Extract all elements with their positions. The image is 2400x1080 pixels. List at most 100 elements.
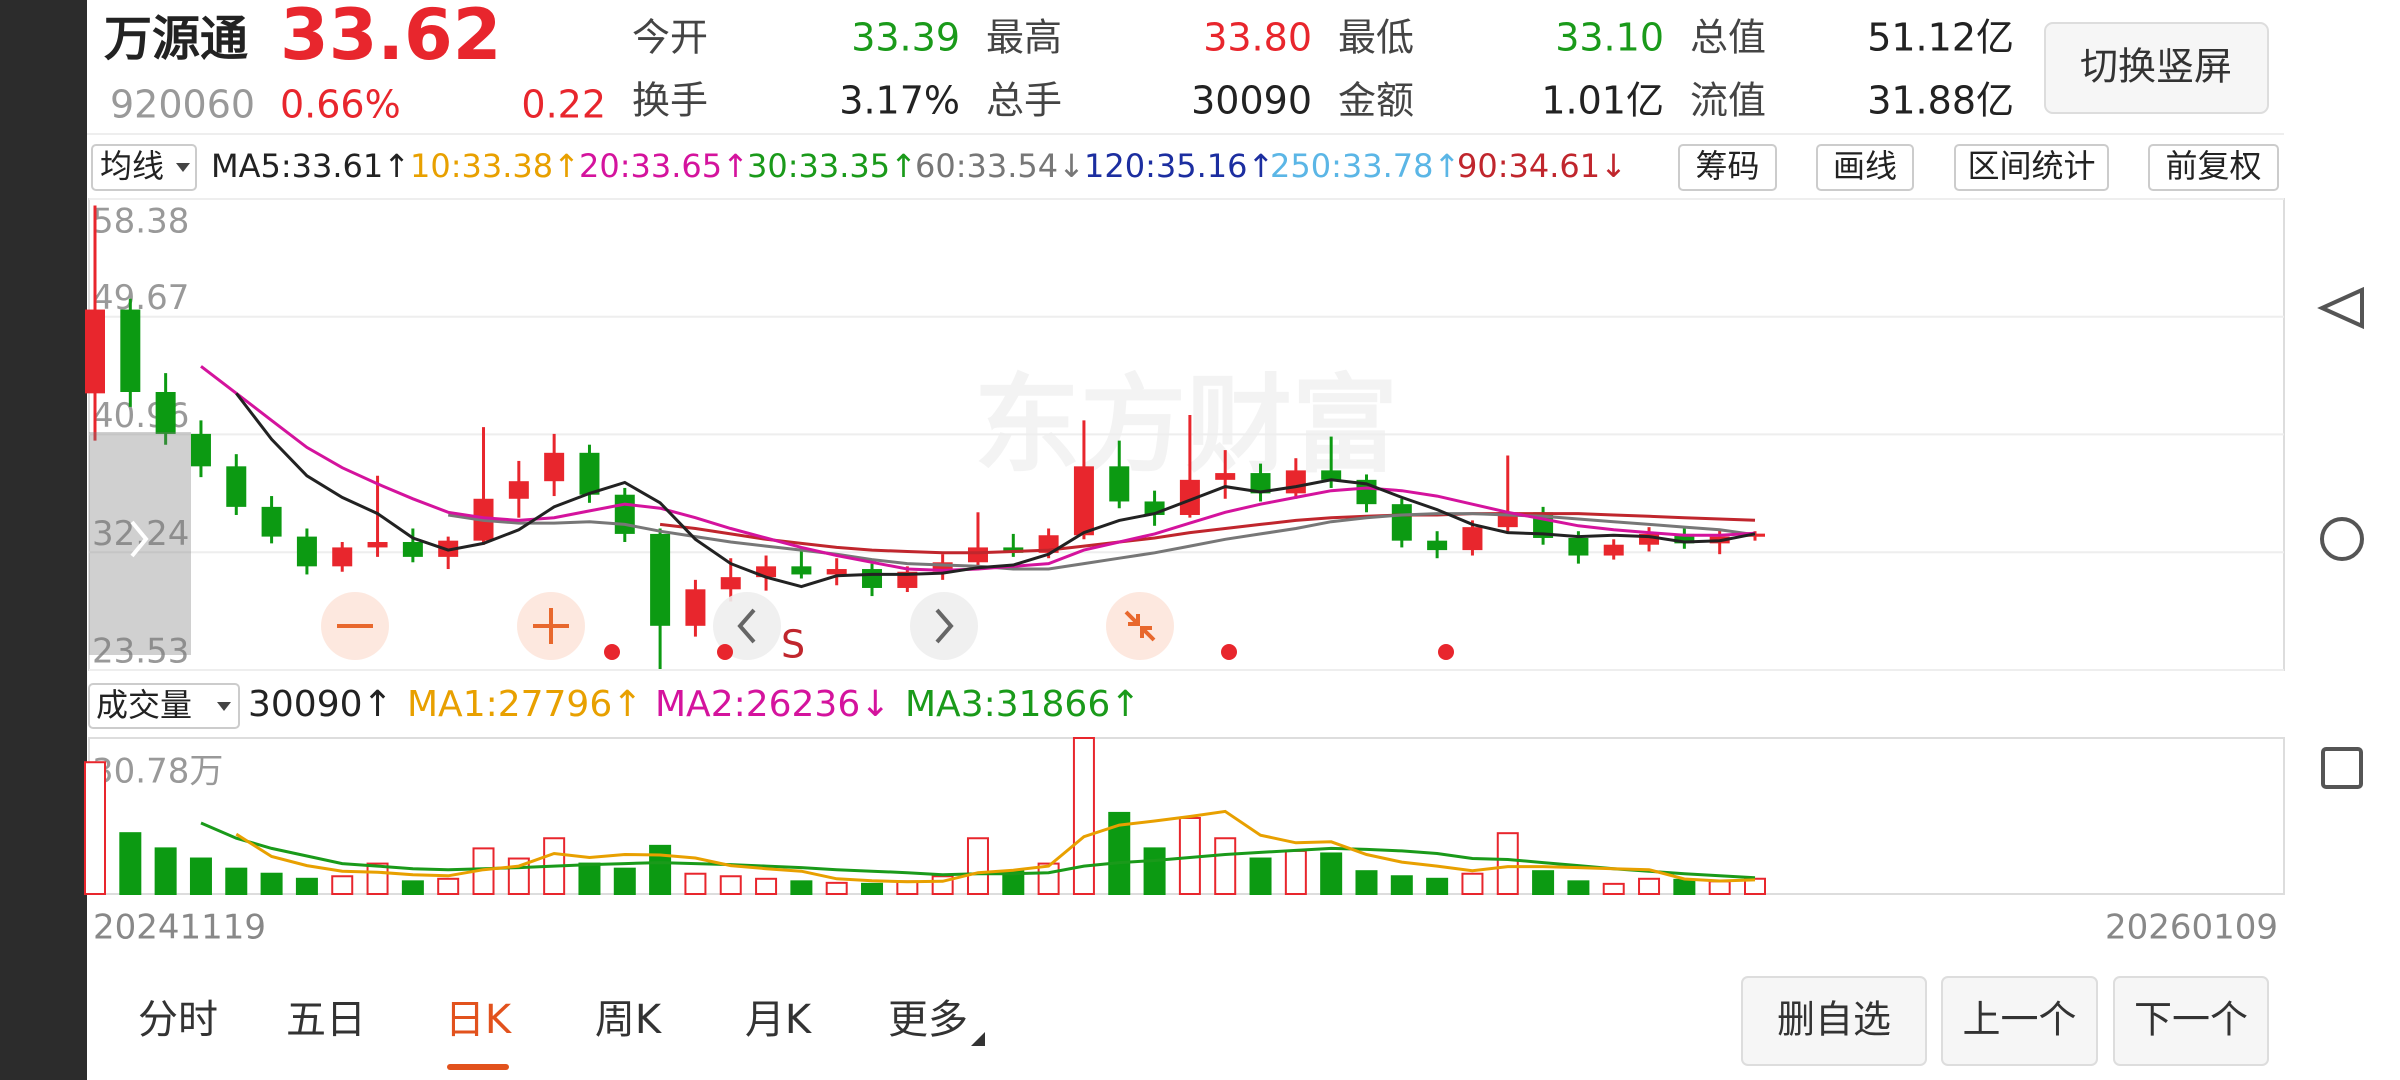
nav-bar [2284, 0, 2400, 1080]
candle-body [720, 577, 741, 590]
ma-line [447, 512, 1756, 571]
candle-body [85, 309, 105, 394]
ma-selector[interactable] [91, 144, 197, 191]
stat-label: 今开 [632, 16, 708, 60]
volume-bar [1108, 811, 1131, 896]
volume-bar [1390, 875, 1413, 896]
change-pct: 0.66% [280, 83, 401, 127]
tab[interactable]: 月K [745, 997, 813, 1043]
volume-legend: MA2:26236↓ [655, 684, 890, 725]
candle-body [1073, 466, 1094, 536]
tool-button[interactable] [2148, 144, 2279, 191]
watermark: 东方财富 [974, 364, 1398, 487]
candle-body [1427, 540, 1448, 551]
ma-legend: MA5:33.61↑ [211, 147, 410, 185]
tool-button[interactable] [1678, 144, 1777, 191]
nav-home[interactable] [2320, 517, 2364, 561]
chart-control[interactable] [910, 592, 978, 660]
chart-control[interactable] [1106, 592, 1174, 660]
stat-value: 33.10 [1555, 16, 1664, 60]
stock-code: 920060 [110, 83, 255, 127]
volume-bar [613, 867, 636, 896]
volume-bar [225, 867, 248, 896]
ma-line [235, 809, 1756, 884]
y-tick-label: 49.67 [92, 278, 189, 318]
candle-body [1250, 473, 1271, 494]
volume-bar [649, 844, 672, 896]
tab[interactable]: 分时 [138, 997, 218, 1043]
volume-bar [189, 857, 212, 895]
stock-price: 33.62 [280, 0, 501, 76]
ma-legend: 30:33.35↑ [747, 147, 917, 185]
candle-body [1179, 479, 1200, 515]
tool-button-label: 区间统计 [1967, 147, 2095, 185]
action-button[interactable] [2113, 976, 2269, 1066]
stat-value: 51.12亿 [1867, 16, 2014, 60]
volume-bar [1461, 872, 1484, 896]
volume-bar [1249, 857, 1272, 895]
y-tick-label: 23.53 [92, 632, 189, 672]
stat-value: 3.17% [839, 79, 960, 123]
chart-control-icon [533, 608, 569, 644]
volume-bar [1602, 882, 1625, 895]
candle-body [685, 589, 706, 626]
candle-body [508, 481, 529, 499]
stat-value: 33.39 [851, 16, 960, 60]
tool-button[interactable] [1816, 144, 1914, 191]
volume-bar [719, 875, 742, 896]
action-button[interactable] [1741, 976, 1927, 1066]
tab[interactable]: 五日 [286, 997, 366, 1043]
dropdown-arrow [176, 163, 190, 172]
candle-body [1391, 504, 1412, 541]
candle-body [826, 569, 847, 575]
stat-value: 33.80 [1203, 16, 1312, 60]
volume-bar [401, 880, 424, 895]
ma-legend: 10:33.38↑ [410, 147, 580, 185]
ma-legend: 90:34.61↓ [1457, 147, 1627, 185]
nav-recent[interactable] [2321, 747, 2363, 789]
tab-underline [447, 1064, 509, 1070]
date-start: 20241119 [93, 908, 266, 948]
volume-bar [861, 882, 884, 895]
volume-bar [684, 872, 707, 896]
chart-control[interactable] [713, 592, 781, 660]
tool-button-label: 筹码 [1695, 147, 1759, 185]
chart-control-icon [737, 608, 756, 644]
volume-bar [1673, 878, 1696, 895]
volume-bar [966, 837, 989, 895]
action-button[interactable] [1941, 976, 2098, 1066]
tool-button[interactable] [1954, 144, 2109, 191]
toggle-button[interactable] [2044, 22, 2269, 114]
ma-legend: 20:33.65↑ [579, 147, 749, 185]
candle-body [932, 562, 953, 572]
stat-label: 总手 [986, 79, 1062, 123]
volume-bar [1744, 877, 1766, 895]
volume-bar [1532, 870, 1555, 896]
stat-label: 流值 [1690, 79, 1766, 123]
candle-body [332, 547, 353, 567]
nav-back[interactable] [2317, 286, 2364, 330]
candle-body [1603, 544, 1624, 556]
candle-body [190, 433, 211, 467]
chart-control-icon [935, 608, 954, 644]
volume-bar [1143, 847, 1166, 896]
signal-dot [604, 644, 620, 660]
volume-bar [366, 862, 389, 895]
volume-bar [1355, 870, 1378, 896]
stat-label: 换手 [632, 79, 708, 123]
candle-body [296, 536, 317, 567]
tab[interactable]: 更多 [888, 997, 968, 1043]
stat-label: 金额 [1338, 79, 1414, 123]
candle-body [367, 542, 388, 548]
volume-bar [1638, 877, 1661, 896]
candle-body [614, 494, 635, 534]
volume-selector[interactable] [88, 683, 240, 729]
tab[interactable]: 周K [595, 997, 663, 1043]
volume-bar [119, 832, 142, 895]
tab[interactable]: 日K [445, 997, 513, 1043]
volume-legend: MA3:31866↑ [905, 684, 1140, 725]
volume-bar [1426, 877, 1449, 896]
volume-bar [825, 881, 848, 896]
volume-bar [260, 872, 283, 896]
